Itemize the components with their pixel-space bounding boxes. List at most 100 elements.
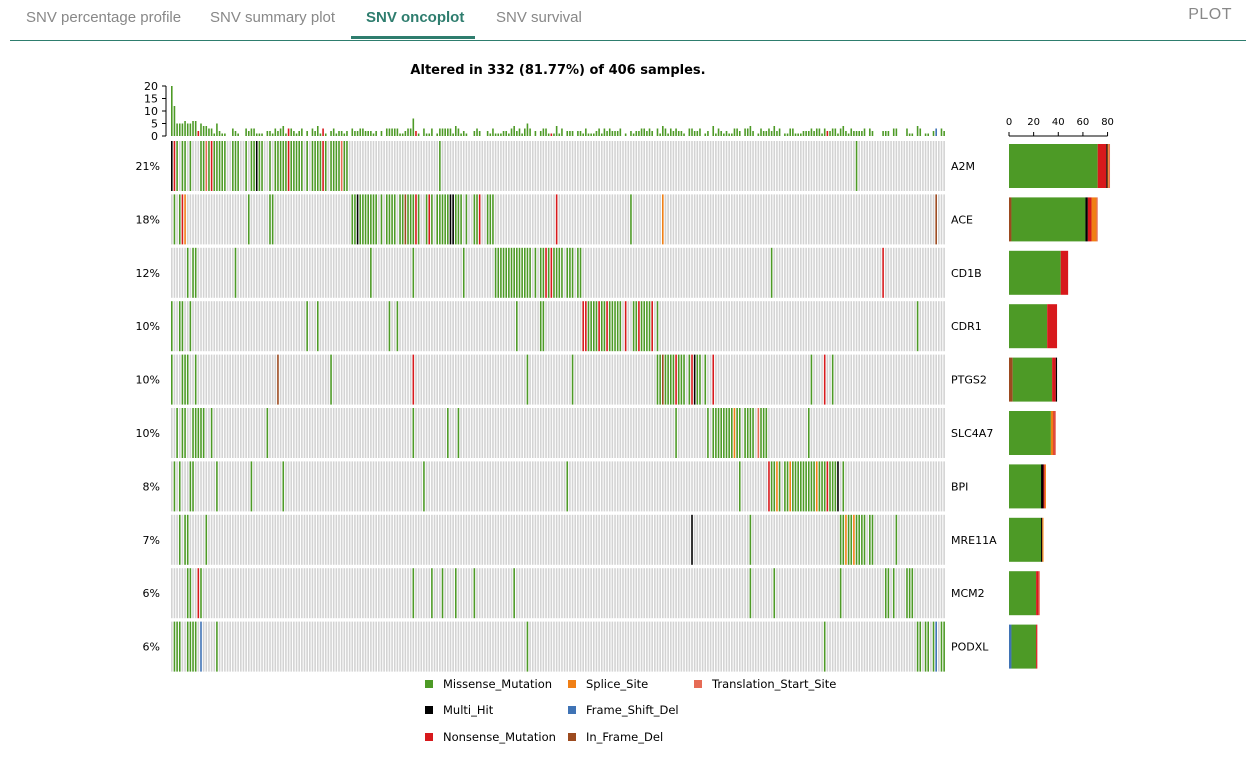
empty-cell bbox=[866, 408, 868, 458]
empty-cell bbox=[723, 141, 725, 191]
sample-tmb-bar bbox=[401, 133, 404, 136]
empty-cell bbox=[869, 461, 871, 512]
empty-cell bbox=[569, 514, 571, 565]
empty-cell bbox=[776, 247, 778, 298]
empty-cell bbox=[242, 354, 245, 405]
empty-cell bbox=[468, 408, 470, 458]
empty-cell bbox=[367, 408, 369, 458]
empty-cell bbox=[269, 621, 271, 672]
sample-tmb-bar bbox=[372, 133, 375, 136]
empty-cell bbox=[263, 247, 266, 298]
empty-cell bbox=[229, 194, 231, 245]
empty-cell bbox=[245, 621, 247, 672]
empty-cell bbox=[805, 141, 807, 191]
empty-cell bbox=[173, 247, 176, 298]
sample-tmb-bar bbox=[274, 128, 277, 136]
empty-cell bbox=[229, 461, 231, 512]
empty-cell bbox=[261, 408, 263, 458]
empty-cell bbox=[680, 141, 683, 191]
tab-snv-survival[interactable]: SNV survival bbox=[496, 9, 582, 26]
empty-cell bbox=[311, 514, 314, 565]
mutation-cell bbox=[659, 354, 661, 405]
tab-snv-percentage-profile[interactable]: SNV percentage profile bbox=[26, 9, 182, 26]
empty-cell bbox=[786, 141, 789, 191]
empty-cell bbox=[412, 141, 415, 191]
empty-cell bbox=[327, 408, 330, 458]
empty-cell bbox=[603, 247, 606, 298]
mutation-cell bbox=[173, 194, 176, 245]
sample-tmb-bar bbox=[608, 128, 611, 136]
empty-cell bbox=[370, 141, 372, 191]
empty-cell bbox=[582, 194, 584, 245]
empty-cell bbox=[861, 568, 863, 619]
empty-cell bbox=[531, 301, 534, 352]
mutation-cell bbox=[186, 621, 189, 672]
empty-cell bbox=[733, 461, 736, 512]
empty-cell bbox=[314, 247, 316, 298]
empty-cell bbox=[906, 354, 908, 405]
empty-cell bbox=[619, 621, 622, 672]
empty-cell bbox=[717, 514, 720, 565]
empty-cell bbox=[699, 408, 701, 458]
empty-cell bbox=[932, 514, 935, 565]
empty-cell bbox=[831, 568, 834, 619]
gene-count-tick-label: 20 bbox=[1027, 117, 1040, 128]
empty-cell bbox=[760, 568, 762, 619]
empty-cell bbox=[218, 194, 221, 245]
empty-cell bbox=[348, 354, 351, 405]
empty-cell bbox=[221, 514, 224, 565]
empty-cell bbox=[531, 408, 534, 458]
empty-cell bbox=[662, 514, 664, 565]
empty-cell bbox=[701, 514, 704, 565]
empty-cell bbox=[805, 514, 807, 565]
empty-cell bbox=[242, 568, 245, 619]
sample-tmb-bar bbox=[415, 131, 417, 136]
empty-cell bbox=[309, 514, 311, 565]
empty-cell bbox=[813, 301, 815, 352]
empty-cell bbox=[606, 514, 608, 565]
mutation-cell bbox=[253, 141, 255, 191]
empty-cell bbox=[590, 247, 592, 298]
tab-snv-oncoplot[interactable]: SNV oncoplot bbox=[366, 9, 465, 26]
empty-cell bbox=[723, 568, 725, 619]
empty-cell bbox=[662, 141, 664, 191]
empty-cell bbox=[197, 141, 200, 191]
tab-snv-summary-plot[interactable]: SNV summary plot bbox=[210, 9, 336, 26]
sample-tmb-bar bbox=[640, 128, 643, 136]
empty-cell bbox=[595, 141, 598, 191]
empty-cell bbox=[781, 514, 784, 565]
empty-cell bbox=[240, 354, 242, 405]
sample-tmb-bar bbox=[441, 128, 444, 136]
empty-cell bbox=[263, 301, 266, 352]
empty-cell bbox=[425, 301, 428, 352]
empty-cell bbox=[847, 194, 850, 245]
empty-cell bbox=[778, 194, 781, 245]
empty-cell bbox=[895, 141, 898, 191]
mutation-cell bbox=[436, 194, 438, 245]
empty-cell bbox=[701, 354, 704, 405]
empty-cell bbox=[869, 568, 871, 619]
empty-cell bbox=[707, 194, 709, 245]
empty-cell bbox=[502, 301, 505, 352]
empty-cell bbox=[423, 621, 425, 672]
empty-cell bbox=[452, 514, 454, 565]
empty-cell bbox=[593, 141, 595, 191]
empty-cell bbox=[733, 141, 736, 191]
empty-cell bbox=[646, 408, 648, 458]
empty-cell bbox=[218, 354, 221, 405]
empty-cell bbox=[311, 568, 314, 619]
mutation-cell bbox=[908, 568, 911, 619]
empty-cell bbox=[433, 141, 436, 191]
mutation-cell bbox=[505, 247, 508, 298]
empty-cell bbox=[444, 247, 446, 298]
empty-cell bbox=[895, 354, 898, 405]
empty-cell bbox=[935, 301, 937, 352]
empty-cell bbox=[513, 194, 515, 245]
empty-cell bbox=[715, 141, 717, 191]
empty-cell bbox=[914, 568, 916, 619]
empty-cell bbox=[194, 568, 197, 619]
empty-cell bbox=[884, 354, 887, 405]
empty-cell bbox=[646, 141, 648, 191]
empty-cell bbox=[415, 621, 417, 672]
empty-cell bbox=[675, 461, 677, 512]
